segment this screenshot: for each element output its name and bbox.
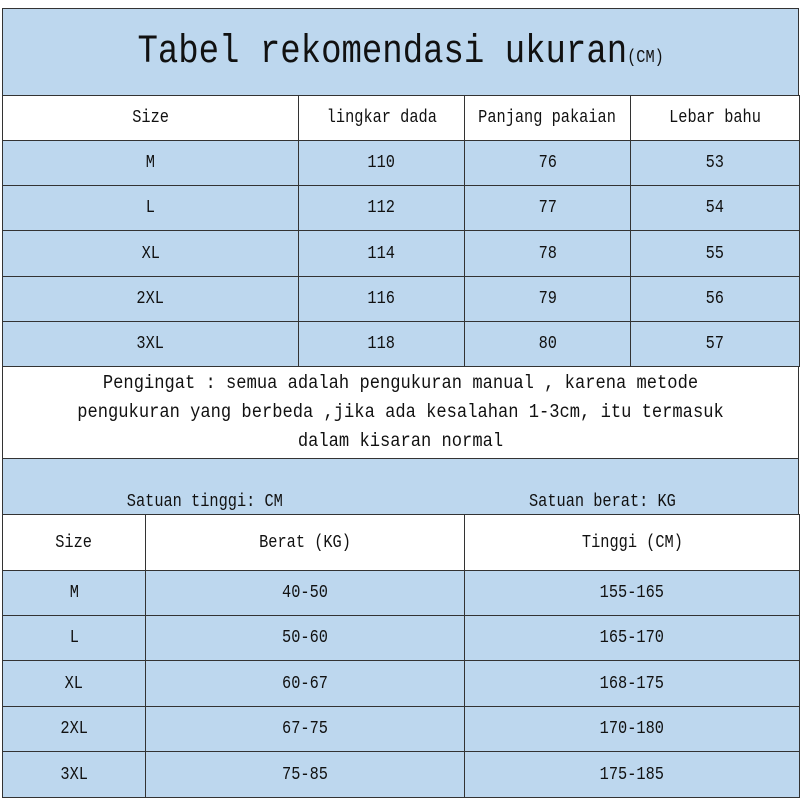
table1-header-text: Panjang pakaian <box>478 108 617 128</box>
table1-cell: 79 <box>464 276 631 322</box>
table1-cell: 56 <box>630 276 800 322</box>
table1-cell-text: 55 <box>705 243 725 264</box>
table2-cell: 168-175 <box>464 660 800 707</box>
table1-cell: 112 <box>298 185 465 231</box>
table1-cell: 116 <box>298 276 465 322</box>
table1-cell: 57 <box>630 321 800 367</box>
table2-cell: 50-60 <box>145 615 465 661</box>
table2-cell: 67-75 <box>145 706 465 752</box>
table1-cell-text: 56 <box>705 289 725 309</box>
table2-header-text: Size <box>55 532 93 553</box>
table1-cell: L <box>2 185 299 231</box>
table1-cell: 118 <box>298 321 465 367</box>
table2-cell-text: 75-85 <box>282 764 328 785</box>
table2-cell: 3XL <box>2 751 146 798</box>
table1-cell-text: 116 <box>367 289 396 309</box>
unit-height: Satuan tinggi: CM <box>126 492 283 512</box>
page-title: Tabel rekomendasi ukuran(CM) <box>137 30 663 75</box>
table1-cell-text: 3XL <box>136 334 165 354</box>
table1-cell: 114 <box>298 230 465 277</box>
table1-cell-text: 53 <box>705 153 725 173</box>
table2-cell: 60-67 <box>145 660 465 707</box>
table1-cell: 54 <box>630 185 800 231</box>
title-main: Tabel rekomendasi ukuran <box>137 29 627 75</box>
table2-cell-text: 67-75 <box>282 719 328 739</box>
table2-cell: 2XL <box>2 706 146 752</box>
table2-cell-text: 165-170 <box>599 628 665 648</box>
table1-cell-text: 77 <box>538 198 557 218</box>
table2-cell-text: 3XL <box>60 764 88 785</box>
table2-cell-text: L <box>69 628 79 648</box>
table2-cell: 40-50 <box>145 570 465 616</box>
table2-header: Berat (KG) <box>145 514 465 571</box>
title-unit: (CM) <box>626 47 664 68</box>
units-band: Satuan tinggi: CM Satuan berat: KG <box>2 458 799 515</box>
table1-cell-text: 114 <box>367 243 396 264</box>
table2-header: Tinggi (CM) <box>464 514 800 571</box>
table2-cell: 155-165 <box>464 570 800 616</box>
table2-cell-text: 50-60 <box>282 628 328 648</box>
table1-header: lingkar dada <box>298 95 465 141</box>
table2-cell-text: 168-175 <box>599 673 665 694</box>
table1-header: Lebar bahu <box>630 95 800 141</box>
note-cell: Pengingat : semua adalah pengukuran manu… <box>2 366 799 459</box>
table1-cell-text: XL <box>141 243 160 264</box>
table1-cell: 80 <box>464 321 631 367</box>
table1-header-text: lingkar dada <box>326 108 437 128</box>
table1-cell-text: 76 <box>538 153 557 173</box>
table2-cell: 175-185 <box>464 751 800 798</box>
table1-cell-text: 79 <box>538 289 557 309</box>
table2-cell: 170-180 <box>464 706 800 752</box>
table1-header: Size <box>2 95 299 141</box>
title-cell: Tabel rekomendasi ukuran(CM) <box>2 8 799 96</box>
table2-cell-text: 40-50 <box>282 583 328 603</box>
table2-cell-text: M <box>69 583 79 603</box>
table2-cell-text: XL <box>64 673 84 694</box>
table1-cell-text: 78 <box>538 243 557 264</box>
table2-cell: 165-170 <box>464 615 800 661</box>
table2-cell-text: 175-185 <box>599 764 665 785</box>
table1-cell: 53 <box>630 140 800 186</box>
table2-cell: 75-85 <box>145 751 465 798</box>
table1-cell-text: 54 <box>705 198 725 218</box>
table1-cell: 3XL <box>2 321 299 367</box>
unit-weight: Satuan berat: KG <box>528 492 676 512</box>
table1-cell-text: M <box>145 153 156 173</box>
note-text: Pengingat : semua adalah pengukuran manu… <box>77 372 724 452</box>
table2-header-text: Tinggi (CM) <box>581 532 683 553</box>
table2-cell-text: 60-67 <box>282 673 328 694</box>
table1-header-text: Lebar bahu <box>669 108 761 128</box>
table1-cell: 76 <box>464 140 631 186</box>
table1-header-text: Size <box>132 108 169 128</box>
table2-cell-text: 155-165 <box>599 583 665 603</box>
table2-cell-text: 170-180 <box>599 719 665 739</box>
table1-cell: 2XL <box>2 276 299 322</box>
table2-header: Size <box>2 514 146 571</box>
table2-header-text: Berat (KG) <box>259 532 351 553</box>
table1-header: Panjang pakaian <box>464 95 631 141</box>
table1-cell-text: L <box>145 198 156 218</box>
table1-cell: 55 <box>630 230 800 277</box>
table1-cell-text: 118 <box>367 334 396 354</box>
table1-cell-text: 112 <box>367 198 396 218</box>
table1-cell: 77 <box>464 185 631 231</box>
table2-cell: M <box>2 570 146 616</box>
table1-cell: M <box>2 140 299 186</box>
table1-cell: 78 <box>464 230 631 277</box>
table1-cell: 110 <box>298 140 465 186</box>
table2-cell: XL <box>2 660 146 707</box>
table1-cell-text: 2XL <box>136 289 165 309</box>
table1-cell-text: 57 <box>705 334 725 354</box>
table1-cell-text: 80 <box>538 334 557 354</box>
table1-cell-text: 110 <box>367 153 396 173</box>
table1-cell: XL <box>2 230 299 277</box>
table2-cell: L <box>2 615 146 661</box>
table2-cell-text: 2XL <box>60 719 88 739</box>
